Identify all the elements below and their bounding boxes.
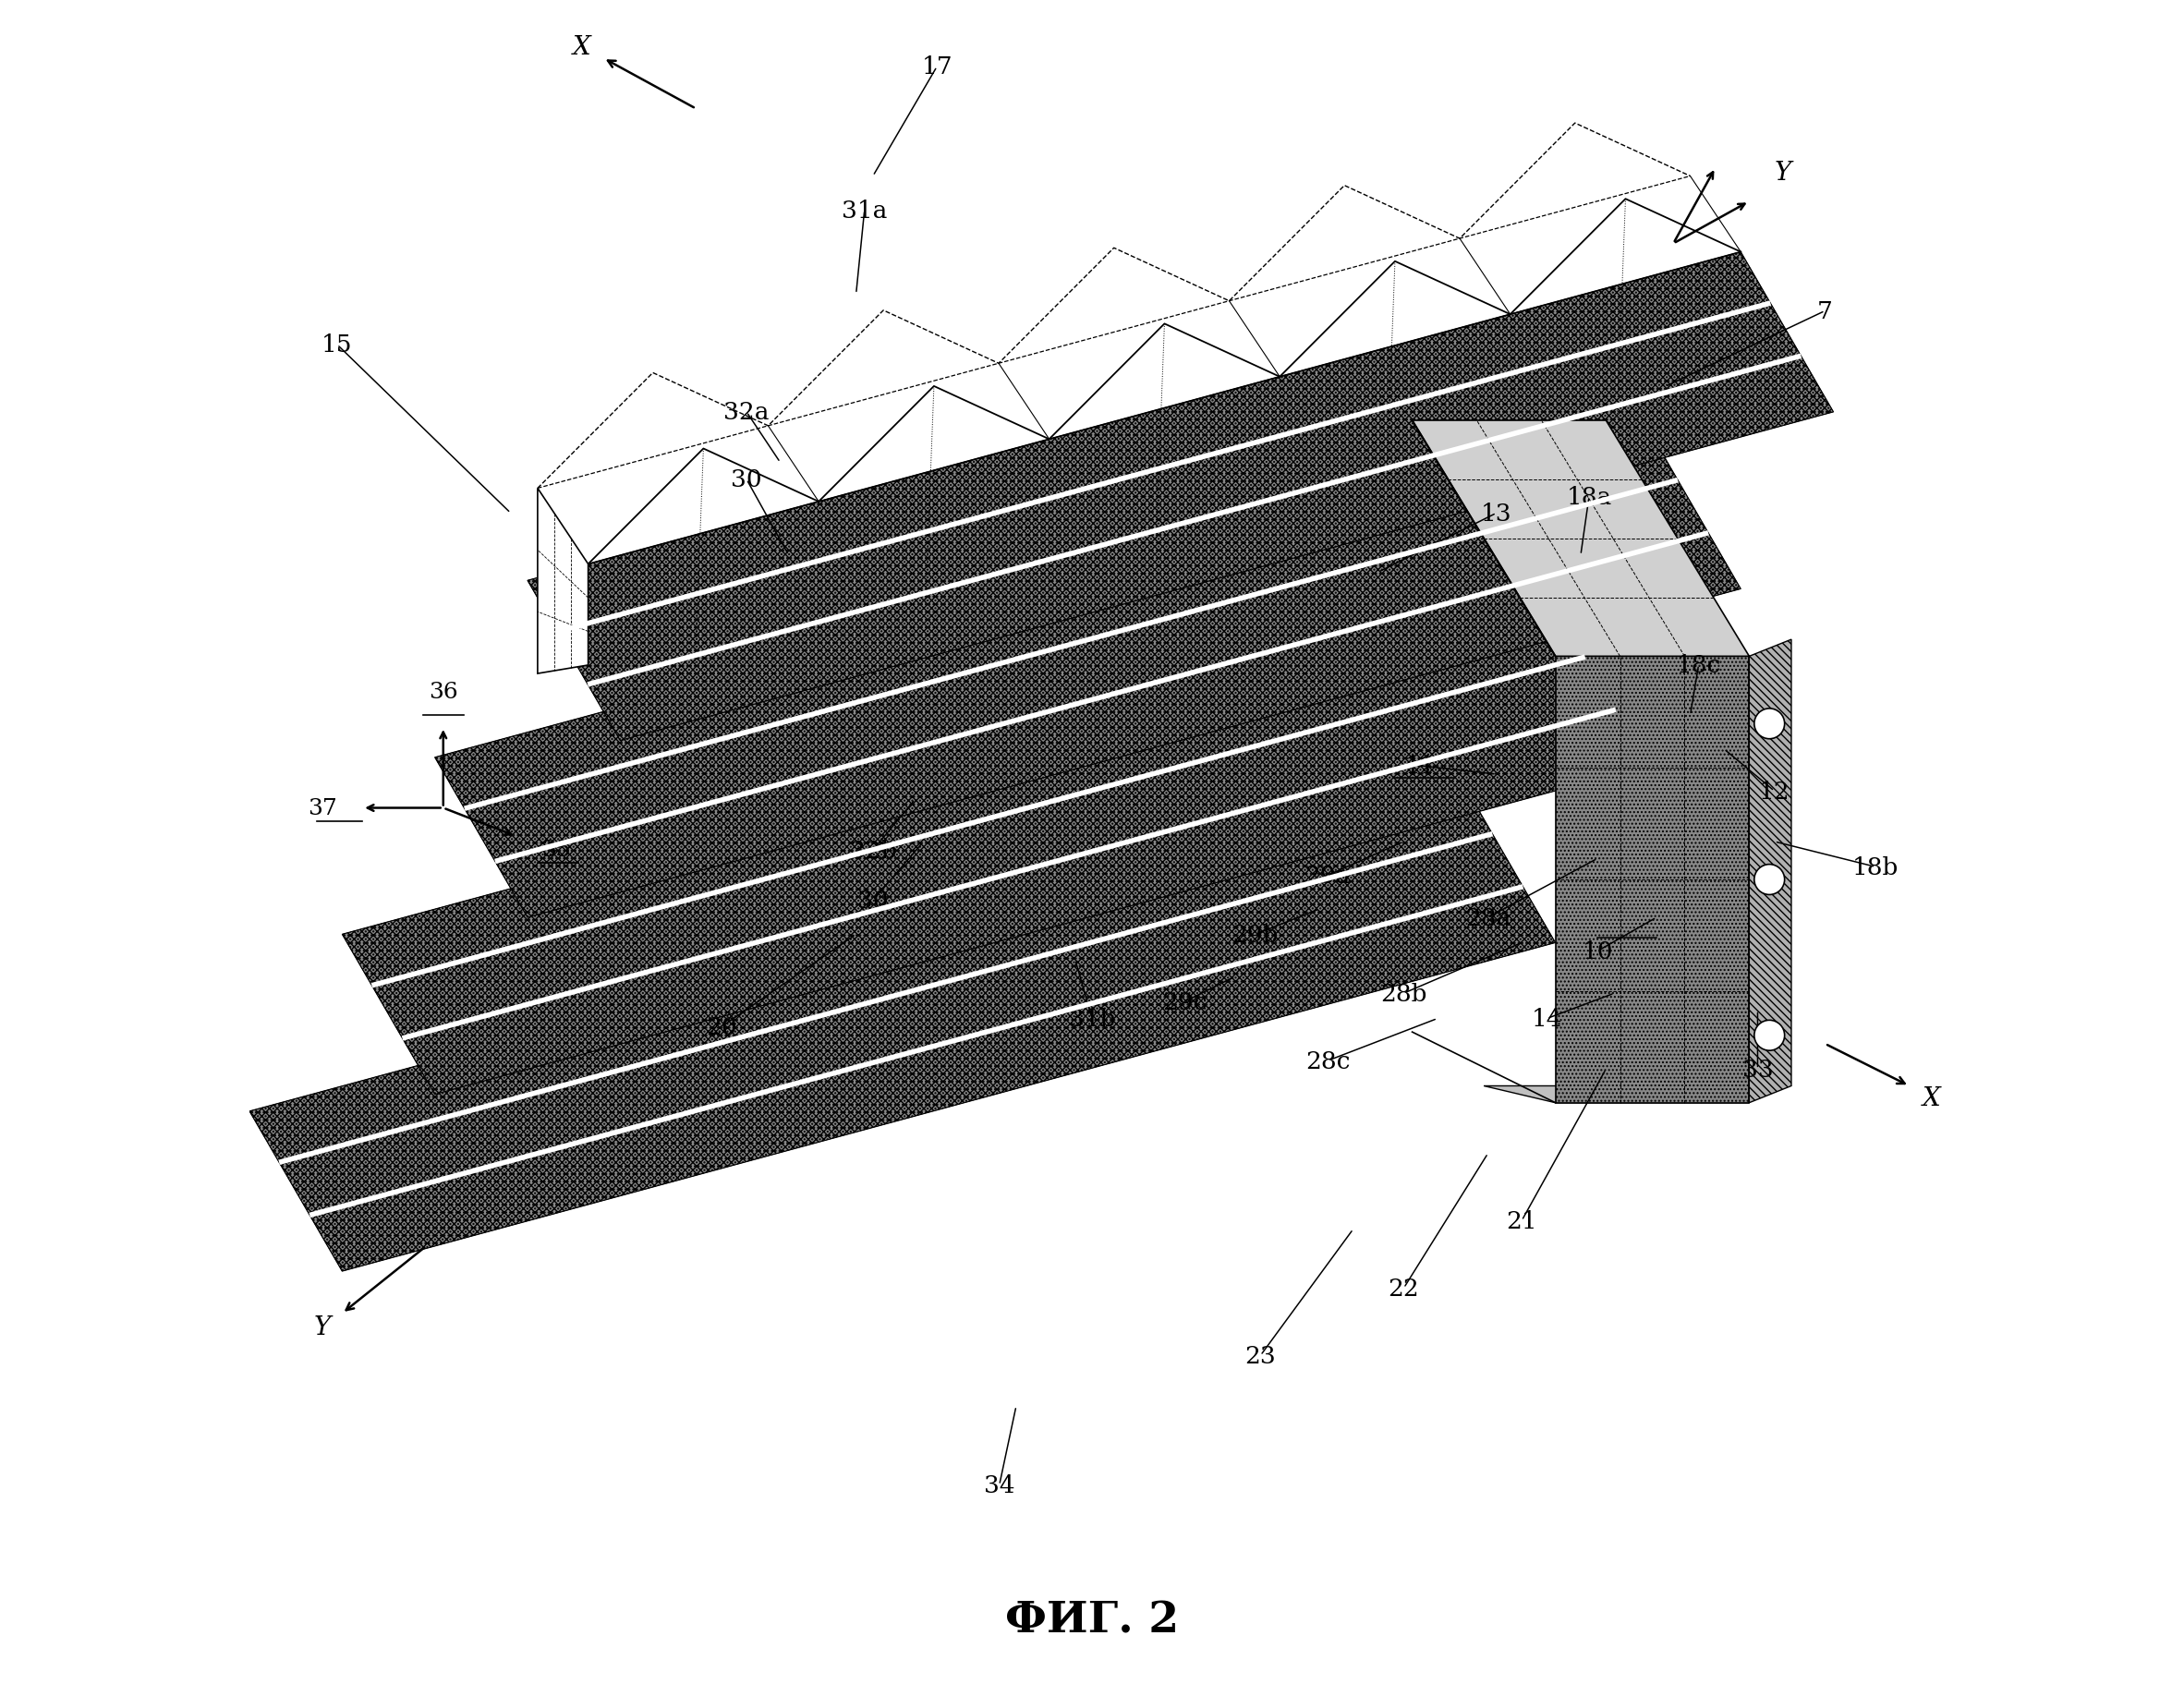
Text: 32b: 32b <box>850 839 895 862</box>
Polygon shape <box>1413 421 1749 657</box>
Text: 14: 14 <box>1531 1007 1562 1031</box>
Text: 30: 30 <box>858 889 889 913</box>
Text: ФИГ. 2: ФИГ. 2 <box>1005 1598 1179 1642</box>
Text: 12: 12 <box>1758 780 1791 803</box>
Text: 35: 35 <box>542 839 570 861</box>
Text: 33: 33 <box>1743 1058 1773 1081</box>
Text: X: X <box>1922 1086 1939 1110</box>
Text: 11: 11 <box>1404 754 1437 778</box>
Text: 20: 20 <box>705 1015 736 1039</box>
Text: 17: 17 <box>922 56 952 79</box>
Text: 32a: 32a <box>723 401 769 424</box>
Text: 29c: 29c <box>1162 990 1208 1014</box>
Text: 23: 23 <box>1245 1344 1275 1367</box>
Text: 36: 36 <box>428 680 459 702</box>
Text: 31a: 31a <box>841 199 887 222</box>
Text: 10: 10 <box>1581 940 1614 963</box>
Polygon shape <box>249 783 1555 1271</box>
Text: 28a: 28a <box>1465 906 1511 930</box>
Text: 34: 34 <box>983 1474 1016 1497</box>
Polygon shape <box>529 253 1832 741</box>
Text: 37: 37 <box>308 798 336 818</box>
Text: 30: 30 <box>732 468 762 492</box>
Text: 21: 21 <box>1507 1209 1538 1233</box>
Text: 22: 22 <box>1389 1276 1420 1300</box>
Text: 31b: 31b <box>1068 1007 1116 1031</box>
Text: 29b: 29b <box>1232 923 1280 946</box>
Text: 28b: 28b <box>1380 982 1426 1005</box>
Polygon shape <box>537 488 587 674</box>
Text: 15: 15 <box>321 333 352 357</box>
Polygon shape <box>1555 657 1749 1103</box>
Text: 13: 13 <box>1481 502 1511 525</box>
Polygon shape <box>1749 640 1791 1103</box>
Text: X: X <box>572 35 590 59</box>
Text: 18b: 18b <box>1852 855 1898 879</box>
Text: Y: Y <box>1773 162 1791 185</box>
Text: Y: Y <box>314 1315 330 1339</box>
Circle shape <box>1754 709 1784 739</box>
Circle shape <box>1754 1021 1784 1051</box>
Polygon shape <box>343 606 1649 1095</box>
Text: 18c: 18c <box>1677 653 1721 677</box>
Text: 7: 7 <box>1817 300 1832 323</box>
Text: 18a: 18a <box>1566 485 1612 509</box>
Circle shape <box>1754 866 1784 896</box>
Polygon shape <box>435 429 1741 918</box>
Polygon shape <box>1483 1086 1749 1103</box>
Text: 29a: 29a <box>1306 864 1350 887</box>
Text: 28c: 28c <box>1306 1049 1350 1073</box>
